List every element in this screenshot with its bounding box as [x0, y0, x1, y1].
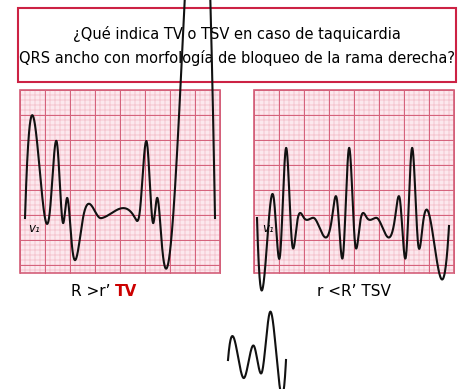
Text: ¿Qué indica TV o TSV en caso de taquicardia: ¿Qué indica TV o TSV en caso de taquicar…: [73, 26, 401, 42]
Text: r <R’ TSV: r <R’ TSV: [317, 284, 391, 298]
Text: v₁: v₁: [28, 221, 40, 235]
Text: R >r’: R >r’: [71, 284, 115, 298]
Text: TV: TV: [115, 284, 137, 298]
Bar: [20, 90, 220, 273]
Text: v₁: v₁: [262, 221, 274, 235]
Text: QRS ancho con morfología de bloqueo de la rama derecha?: QRS ancho con morfología de bloqueo de l…: [19, 50, 455, 66]
Bar: [254, 90, 454, 273]
Bar: [20, 90, 220, 273]
Bar: [18, 8, 456, 82]
Bar: [254, 90, 454, 273]
